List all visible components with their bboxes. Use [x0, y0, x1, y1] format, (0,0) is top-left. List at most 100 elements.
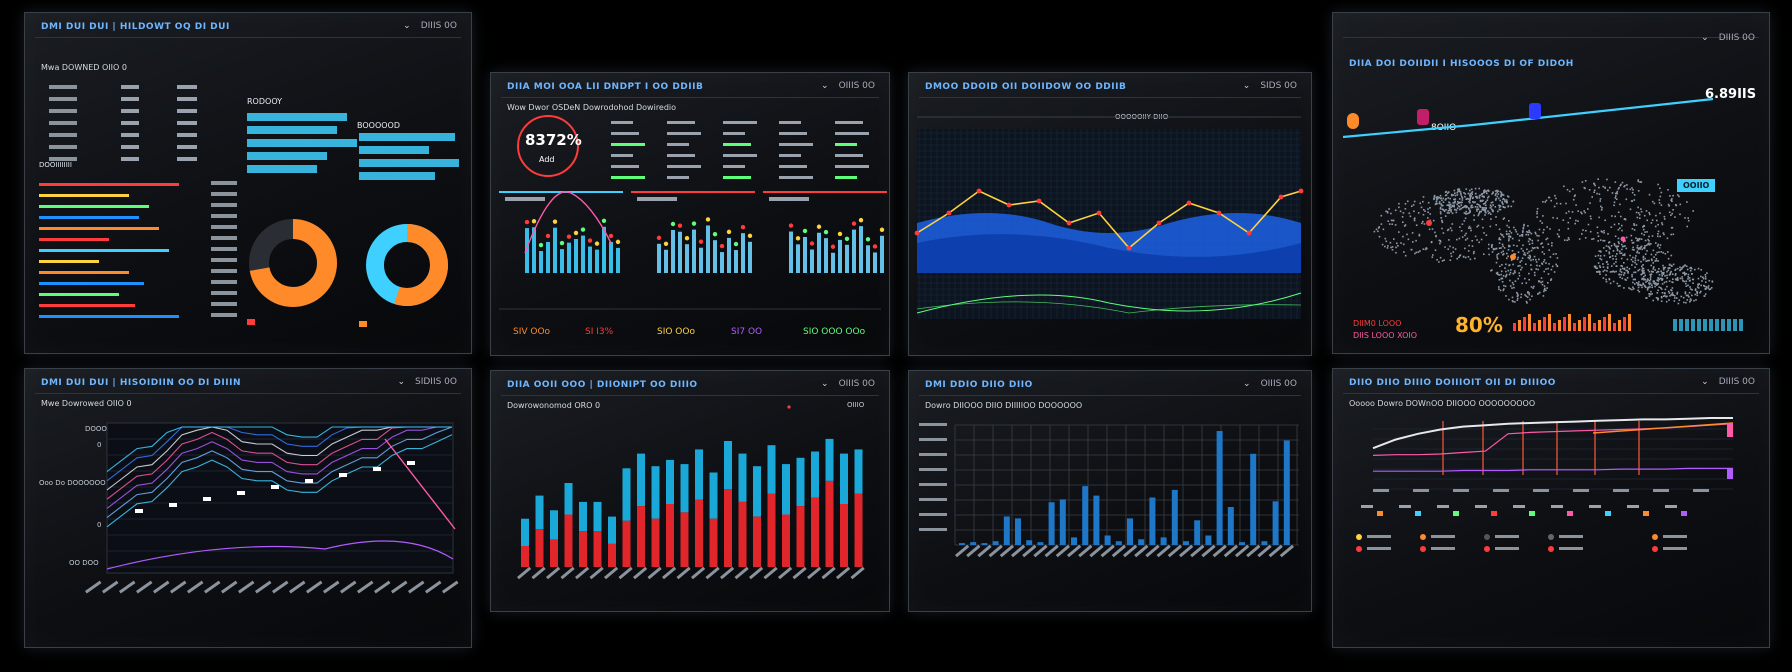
map-dot	[1528, 278, 1530, 281]
map-dot	[1674, 216, 1676, 218]
map-dot	[1450, 193, 1453, 196]
chevron-down-icon[interactable]: ⌄	[403, 21, 411, 31]
map-dot	[1380, 223, 1383, 225]
panel-controls[interactable]: ⌄ SIDIIS 0O	[397, 377, 457, 387]
mini-bar	[1593, 323, 1596, 331]
chevron-down-icon[interactable]: ⌄	[397, 377, 405, 387]
map-dot	[1630, 239, 1633, 242]
mini-bar	[1721, 319, 1725, 331]
map-dot	[1631, 228, 1634, 230]
map-dot	[1676, 293, 1678, 295]
chevron-down-icon[interactable]: ⌄	[821, 379, 829, 389]
map-dot	[1488, 253, 1490, 256]
map-dot	[1663, 233, 1665, 236]
map-dot	[1636, 216, 1639, 219]
map-dot	[1398, 202, 1400, 205]
metric-text	[779, 154, 801, 157]
x-tick-label	[1653, 489, 1669, 492]
chevron-down-icon[interactable]: ⌄	[1701, 33, 1709, 43]
panel-controls[interactable]: ⌄ DIIIS 0O	[1701, 377, 1755, 387]
map-dot	[1658, 247, 1661, 249]
section-title-text	[769, 197, 809, 201]
map-dot	[1522, 244, 1524, 247]
map-dot	[1689, 269, 1692, 272]
map-dot	[1465, 232, 1467, 235]
map-dot	[1448, 212, 1450, 214]
map-dot	[1413, 210, 1415, 213]
panel-controls[interactable]: ⌄ DIIIS 0O	[1701, 33, 1755, 43]
map-dot	[1508, 233, 1510, 235]
map-dot	[1564, 239, 1566, 241]
stat-row-text	[177, 121, 197, 125]
map-dot	[1496, 191, 1499, 193]
map-dot	[1474, 187, 1477, 190]
map-dot	[1434, 231, 1436, 234]
map-dot	[1527, 256, 1530, 259]
panel-controls[interactable]: ⌄ OIIIS 0O	[1243, 379, 1297, 389]
chevron-down-icon[interactable]: ⌄	[1242, 81, 1251, 91]
metric-text	[723, 154, 757, 157]
map-dot	[1681, 278, 1684, 280]
map-dot	[1594, 265, 1597, 268]
badge-button[interactable]: OOIIO	[1677, 179, 1716, 192]
map-dot	[1614, 192, 1617, 195]
map-dot	[1589, 215, 1592, 218]
map-dot	[1420, 206, 1423, 209]
chevron-down-icon[interactable]: ⌄	[1701, 377, 1709, 387]
panel-controls[interactable]: ⌄ DIIIS 0O	[403, 21, 457, 31]
legend-swatch	[1529, 511, 1535, 516]
map-dot	[1506, 224, 1508, 227]
chevron-down-icon[interactable]: ⌄	[821, 81, 829, 91]
map-dot	[1702, 276, 1704, 279]
map-dot	[1604, 187, 1606, 189]
map-dot	[1412, 241, 1414, 243]
panel-controls[interactable]: ⌄ OIIIS 0O	[821, 379, 875, 389]
map-dot	[1626, 269, 1629, 272]
map-dot	[1415, 251, 1418, 254]
metric-text	[611, 176, 645, 179]
bar-segment-red	[811, 497, 819, 567]
chart-bar	[560, 249, 564, 273]
map-dot	[1521, 257, 1524, 259]
map-dot	[1459, 201, 1462, 204]
map-dot	[1685, 272, 1687, 275]
stat-row-text	[49, 121, 77, 125]
chart-bar	[866, 245, 870, 273]
map-dot	[1395, 251, 1397, 254]
trend-point	[1246, 230, 1252, 236]
map-dot	[1520, 296, 1522, 299]
map-dot	[1643, 284, 1646, 287]
map-dot	[1693, 299, 1695, 302]
x-tick-label	[1078, 544, 1093, 558]
map-dot	[1647, 243, 1649, 245]
map-dot	[1700, 290, 1702, 293]
map-dot	[1621, 248, 1623, 251]
map-dot	[1464, 234, 1466, 237]
map-dot	[1555, 253, 1557, 255]
map-dot	[1467, 198, 1470, 200]
map-dot	[1438, 201, 1441, 203]
map-dot	[1656, 270, 1659, 273]
map-dot	[1615, 265, 1618, 267]
map-dot	[1651, 235, 1654, 237]
map-dot	[1631, 187, 1633, 189]
map-dot	[1524, 254, 1527, 256]
panel-controls[interactable]: ⌄ SIDS 0O	[1243, 81, 1297, 91]
map-dot	[1456, 257, 1458, 260]
map-dot	[1498, 242, 1501, 244]
map-dot	[1501, 193, 1504, 196]
chart-point	[594, 241, 600, 246]
map-dot	[1575, 204, 1577, 206]
trend-point	[1298, 188, 1304, 194]
map-dot	[1444, 199, 1447, 201]
panel-controls[interactable]: ⌄ OIIIS 0O	[821, 81, 875, 91]
legend-text	[1431, 535, 1455, 538]
map-dot	[1467, 192, 1470, 195]
metric-text	[835, 176, 857, 179]
map-dot	[1648, 295, 1651, 297]
map-dot	[1452, 251, 1455, 253]
chevron-down-icon[interactable]: ⌄	[1243, 379, 1251, 389]
map-dot	[1660, 251, 1663, 253]
map-dot	[1500, 247, 1502, 249]
x-tick-label	[255, 580, 272, 594]
